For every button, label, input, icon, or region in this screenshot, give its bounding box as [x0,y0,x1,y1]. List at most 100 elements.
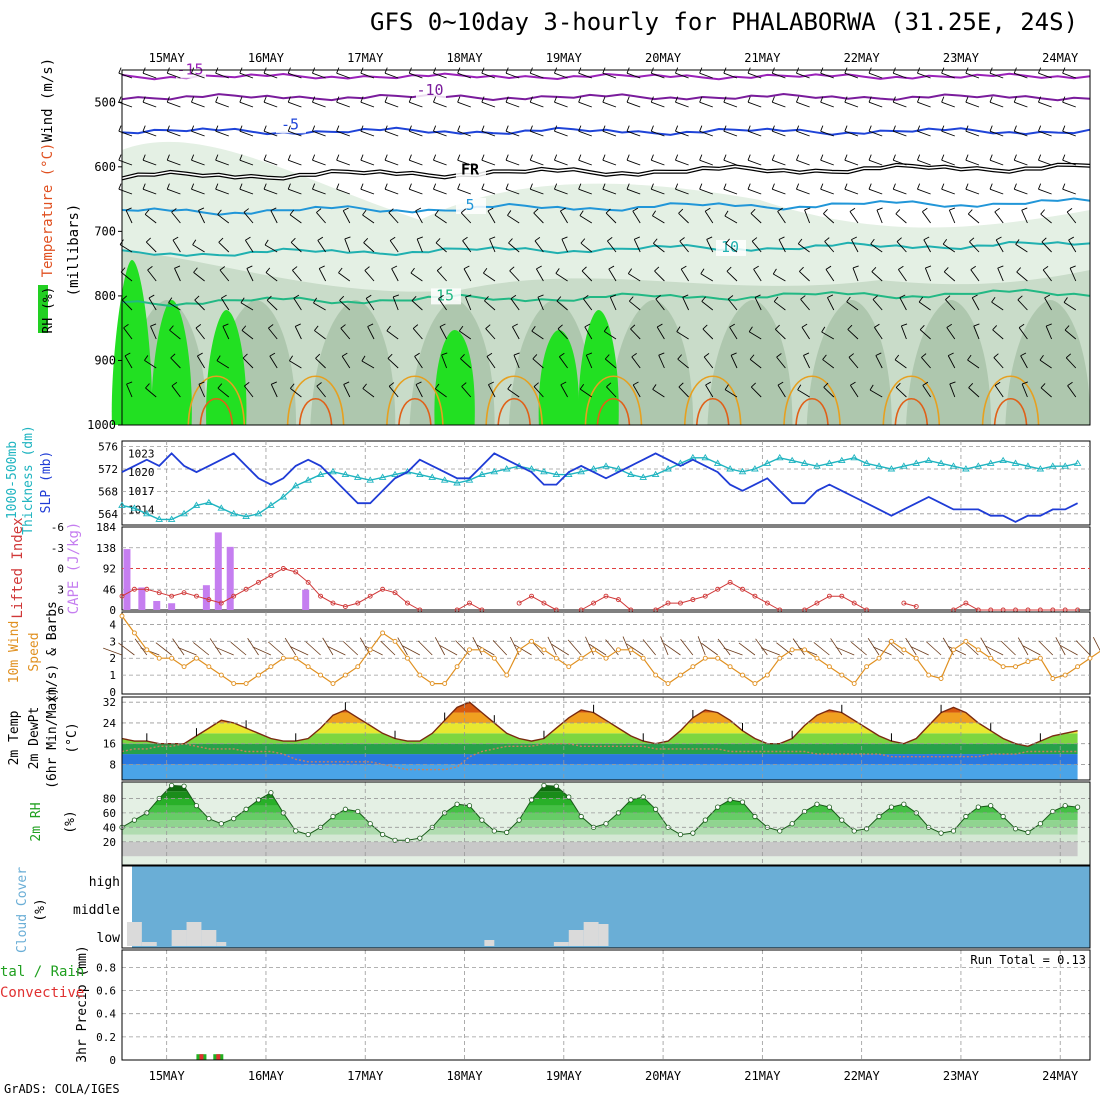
rh2m-band [122,841,1078,857]
rh2m-tick-label: 40 [103,821,116,834]
wind-barb [772,188,786,195]
ylabel-precip: 3hr Precip (mm) [75,945,90,1062]
wind-barb-flag [193,267,198,273]
wind10m-marker [330,681,336,687]
li-marker [169,593,175,599]
li-marker [156,590,162,596]
wind-barb [776,356,786,369]
wind-barb [796,101,810,108]
wind-barb [747,188,762,195]
wind10m-barb [697,636,706,656]
wind-barb [215,72,229,79]
wind10m-barb [567,639,582,656]
wind-barb-flag [725,238,730,244]
wind-barb-flag [901,323,908,327]
wind-barb [512,326,520,340]
wind-barb-flag [972,294,978,299]
wind-barb [772,159,786,166]
wind-barb [263,188,278,195]
wind-barb-flag [242,353,248,359]
thickness-marker [267,501,275,508]
li-marker [752,593,758,599]
date-label-bottom: 15MAY [149,1069,186,1083]
rh2m-marker [566,794,572,800]
thickness-marker [155,515,164,522]
wind-barb [433,101,447,108]
wind-barb-flag [360,125,364,132]
wind-barb-flag [896,237,902,242]
temp-contour-20 [584,375,643,426]
wind10m-marker [963,638,969,644]
li-tick-label: 6 [57,604,64,617]
date-label-bottom: 18MAY [446,1069,483,1083]
cloud-low-bar [598,924,609,946]
wind-barb [292,269,302,282]
wind10m-barb [755,638,768,656]
contour-label-bg [276,117,306,134]
wind-barb [1038,188,1052,195]
wind-barb-flag [723,96,727,103]
rh2m-tick-label: 20 [103,836,116,849]
rh2m-marker [653,806,659,812]
wind-barb-flag [632,381,639,386]
contour-label: 5 [456,196,486,214]
wind-barb-flag [222,323,229,327]
wind-barb-flag [775,324,780,330]
wind-barb-flag [578,96,582,103]
wind-barb-flag [942,239,948,245]
t2m-band [122,712,1078,723]
rh2m-marker [814,801,820,807]
wind-barb [415,210,423,224]
wind-barb-flag [1020,352,1027,357]
wind-barb-flag [626,125,630,132]
wind-barb [653,243,665,253]
wind10m-marker [740,672,745,678]
wind10m-marker [678,672,683,678]
wind-barb-flag [166,154,170,161]
rh2m-marker [417,835,423,841]
wind10m-marker [876,655,882,661]
wind-barb-flag [777,381,784,386]
wind-barb [145,241,157,253]
wind-barb [191,188,205,195]
wind-barb-flag [602,154,606,161]
wind-barb [554,159,568,166]
wind-barb [893,188,907,195]
wind-barb [967,359,980,369]
rh2m-marker [243,806,249,812]
wind-barb-flag [803,352,810,356]
wind-barb-flag [435,238,441,244]
wind10m-marker [628,647,634,653]
wind10m-barb [1000,640,1016,656]
wind-barb [941,101,955,108]
wind-barb-flag [170,353,176,359]
wind-barb [699,72,713,79]
temp-contour-25 [596,397,631,426]
wind-barb [268,327,278,340]
wind-barb-flag [675,96,679,103]
wind-barb-flag [973,323,980,327]
wind-barb-flag [295,323,301,327]
wind-barb-flag [918,296,924,303]
wind10m-barb [380,640,396,656]
pressure-tick-label: 600 [94,160,116,174]
wind-barb-flag [436,266,443,271]
temp-contour-25 [497,397,531,426]
wind-barb-flag [513,352,520,356]
ylabel-wind10m-2: Speed [27,632,42,671]
thickness-marker [651,470,660,478]
wind-barb [508,242,520,253]
wind-barb [778,239,786,253]
wind-barb [409,72,423,79]
thickness-marker [825,459,834,466]
wind-barb-flag [827,294,834,298]
wind-barb [460,358,472,369]
wind-barb-flag [892,183,896,190]
wind-barb [559,356,568,369]
wind10m-marker [1087,655,1093,661]
wind-barb [288,159,302,166]
wind-barb [215,130,229,137]
wind-barb-flag [508,238,513,244]
wind-barb-flag [384,154,388,161]
wind-barb [626,72,641,79]
